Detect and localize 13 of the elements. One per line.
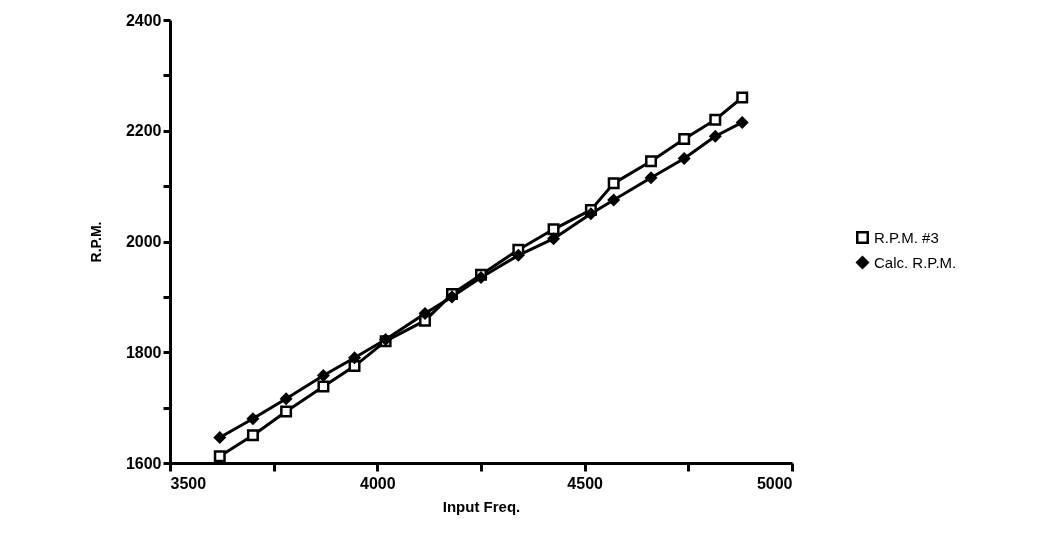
y-tick-label: 1800 — [125, 343, 162, 361]
legend-label: Calc. R.P.M. — [874, 253, 957, 271]
y-tick-label: 2200 — [125, 122, 162, 140]
x-tick-label: 4000 — [360, 474, 396, 492]
x-tick-label: 4500 — [567, 474, 604, 492]
legend-label: R.P.M. #3 — [874, 228, 939, 246]
x-tick-label: 3500 — [170, 474, 207, 492]
y-tick-label: 2000 — [125, 233, 162, 250]
y-axis-title: R.P.M. — [87, 221, 104, 263]
y-tick-label: 1600 — [125, 454, 162, 472]
x-tick-label: 5000 — [756, 474, 793, 492]
x-axis-title: Input Freq. — [442, 497, 521, 515]
y-tick-label: 2400 — [125, 11, 162, 29]
